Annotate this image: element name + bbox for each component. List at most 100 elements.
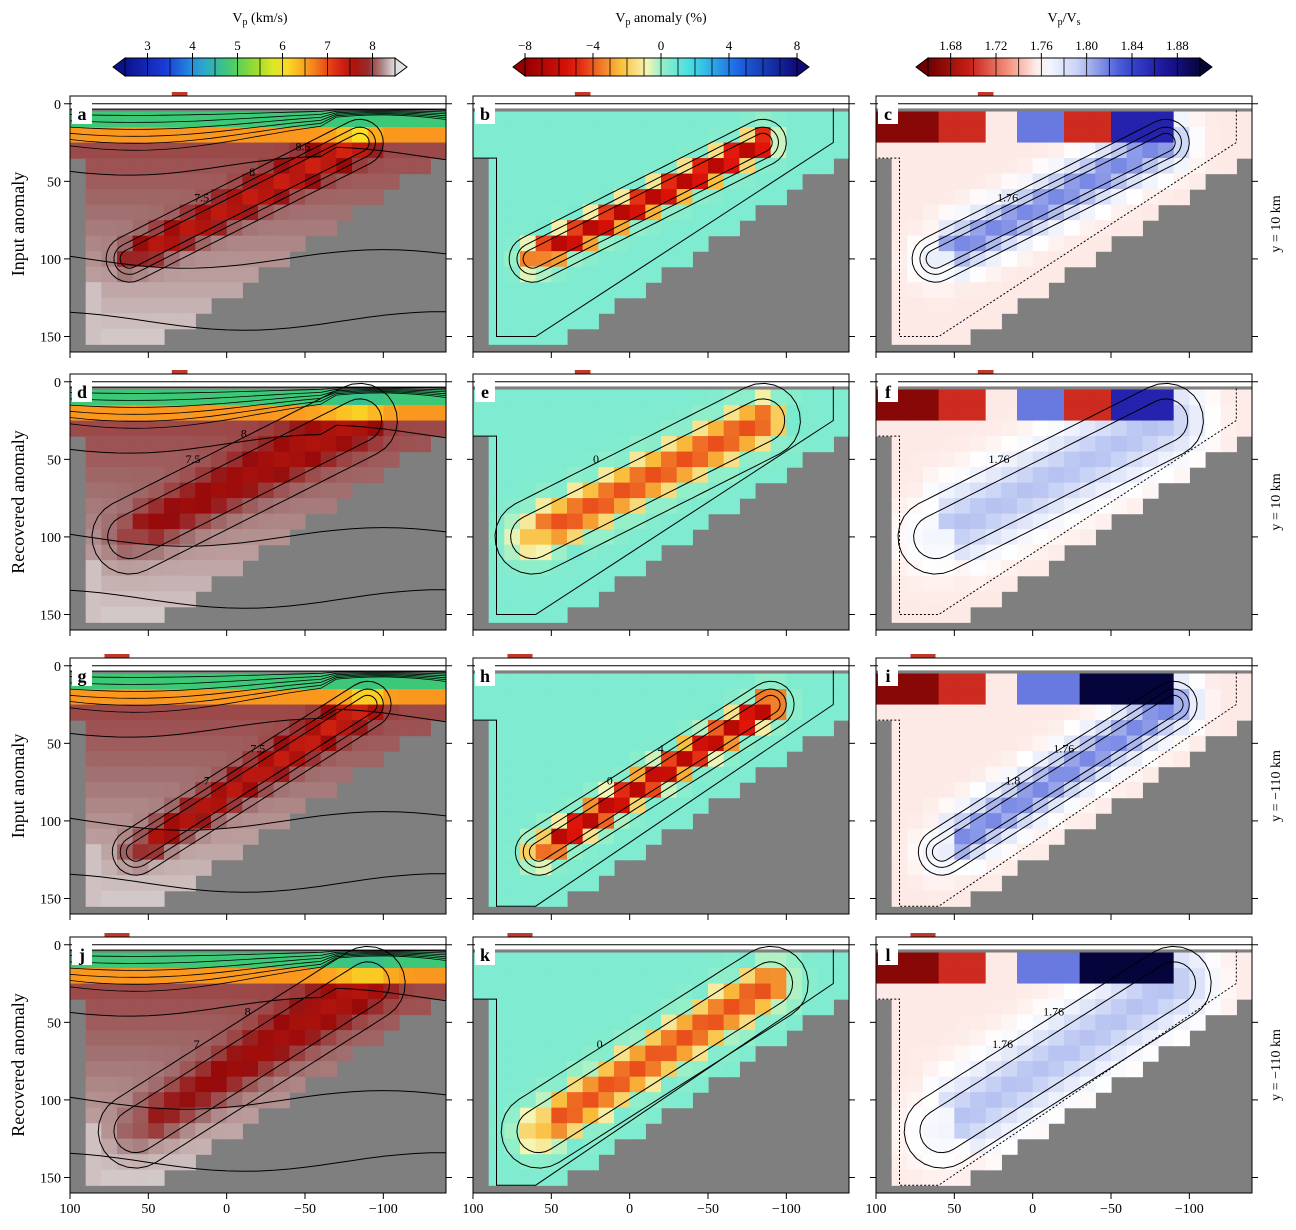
heatmap-cell	[148, 673, 165, 690]
heatmap-cell	[1001, 1138, 1018, 1155]
heatmap-cell	[226, 1107, 243, 1124]
heatmap-cell	[954, 451, 971, 468]
heatmap-cell	[226, 498, 243, 515]
contour-label: 8	[245, 1005, 251, 1019]
heatmap-cell	[305, 204, 322, 221]
contour-line	[69, 392, 447, 429]
heatmap-cell	[598, 983, 615, 1000]
heatmap-cell	[1001, 127, 1018, 144]
heatmap-cell	[723, 405, 740, 422]
heatmap-cell	[242, 467, 259, 484]
heatmap-cell	[551, 142, 568, 159]
y-tick-label: 0	[54, 98, 61, 113]
heatmap-cell	[520, 389, 537, 406]
heatmap-cell	[923, 513, 940, 530]
heatmap-cell	[692, 952, 709, 969]
contour-line	[119, 688, 384, 868]
heatmap-cell	[85, 844, 102, 861]
heatmap-cell	[1205, 983, 1222, 1000]
heatmap-cell	[535, 328, 552, 345]
heatmap-cell	[614, 689, 631, 706]
heatmap-cell	[833, 983, 850, 1000]
heatmap-cell	[629, 544, 646, 561]
heatmap-cell	[907, 968, 924, 985]
heatmap-cell	[226, 813, 243, 830]
heatmap-cell	[582, 1030, 599, 1047]
heatmap-cell	[954, 189, 971, 206]
heatmap-cell	[1017, 999, 1034, 1016]
heatmap-cell	[226, 1014, 243, 1031]
heatmap-cell	[739, 1030, 756, 1047]
heatmap-cell	[1017, 251, 1034, 268]
colorbar-tick-label: 4	[189, 38, 196, 53]
heatmap-cell	[535, 859, 552, 876]
heatmap-cell	[211, 828, 228, 845]
heatmap-cell	[148, 111, 165, 128]
contour-line	[522, 688, 787, 868]
heatmap-cell	[598, 1014, 615, 1031]
heatmap-cell	[661, 142, 678, 159]
heatmap-cell	[770, 436, 787, 453]
heatmap-cell	[520, 513, 537, 530]
heatmap-cell	[891, 689, 908, 706]
heatmap-cell	[598, 111, 615, 128]
heatmap-cell	[907, 766, 924, 783]
heatmap-cell	[817, 689, 834, 706]
heatmap-cell	[582, 220, 599, 237]
contour-line	[69, 527, 447, 547]
surface-strip	[473, 374, 849, 387]
heatmap-cell	[551, 859, 568, 876]
heatmap-cell	[1064, 173, 1081, 190]
heatmap-cell	[629, 436, 646, 453]
heatmap-cell	[305, 735, 322, 752]
heatmap-cell	[907, 220, 924, 237]
heatmap-cell	[907, 606, 924, 623]
heatmap-cell	[567, 968, 584, 985]
heatmap-cell	[242, 111, 259, 128]
heatmap-cell	[195, 544, 212, 561]
heatmap-cell	[273, 968, 290, 985]
heatmap-cell	[676, 127, 693, 144]
heatmap-cell	[891, 983, 908, 1000]
heatmap-cell	[645, 127, 662, 144]
heatmap-cell	[876, 405, 893, 422]
row-label: Recovered anomaly	[8, 430, 28, 573]
heatmap-cell	[1017, 266, 1034, 283]
colorbar-tick-label: 6	[279, 38, 286, 53]
heatmap-cell	[132, 751, 149, 768]
heatmap-cell	[242, 720, 259, 737]
heatmap-cell	[1048, 704, 1065, 721]
heatmap-cell	[907, 529, 924, 546]
heatmap-cell	[770, 704, 787, 721]
heatmap-cell	[891, 1169, 908, 1186]
heatmap-cell	[258, 451, 275, 468]
heatmap-cell	[117, 999, 134, 1016]
heatmap-cell	[195, 751, 212, 768]
heatmap-cell	[85, 983, 102, 1000]
heatmap-cell	[85, 158, 102, 175]
heatmap-cell	[520, 1045, 537, 1062]
heatmap-cell	[211, 720, 228, 737]
heatmap-cell	[661, 1076, 678, 1093]
heatmap-cell	[195, 689, 212, 706]
heatmap-cell	[504, 158, 521, 175]
heatmap-cell	[258, 204, 275, 221]
heatmap-cell	[786, 451, 803, 468]
panel-letter-box	[475, 380, 495, 402]
heatmap-cell	[504, 1092, 521, 1109]
heatmap-cell	[488, 968, 505, 985]
contour-line	[508, 118, 787, 283]
heatmap-cell	[598, 498, 615, 515]
heatmap-cell	[1158, 405, 1175, 422]
heatmap-cell	[907, 142, 924, 159]
heatmap-cell	[582, 844, 599, 861]
heatmap-cell	[985, 420, 1002, 437]
heatmap-cell	[1079, 1014, 1096, 1031]
heatmap-cell	[938, 513, 955, 530]
heatmap-cell	[923, 1154, 940, 1171]
panel-letter-box	[475, 664, 495, 686]
heatmap-cell	[305, 689, 322, 706]
heatmap-cell	[954, 513, 971, 530]
heatmap-cell	[582, 1138, 599, 1155]
